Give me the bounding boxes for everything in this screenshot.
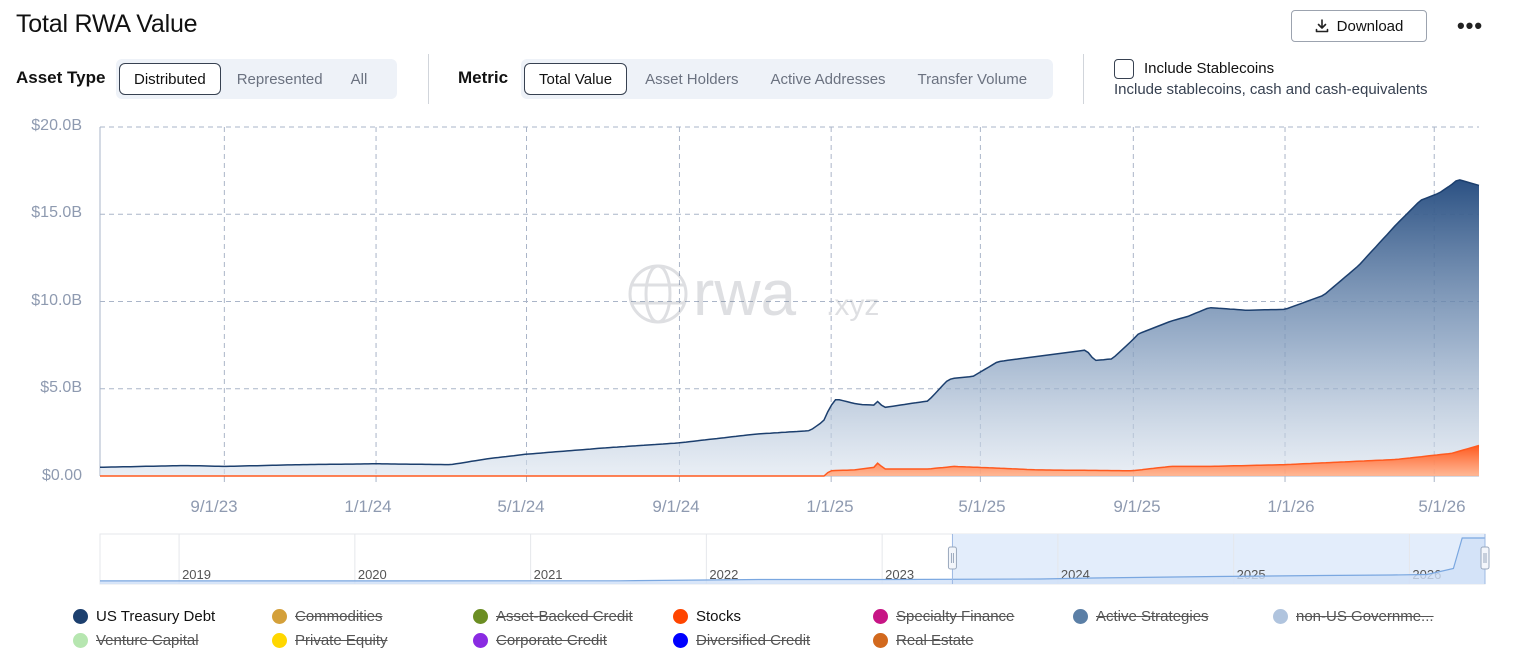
- navigator-year-label: 2022: [709, 567, 738, 582]
- x-tick-label: 5/1/25: [958, 497, 1006, 516]
- asset-type-option-all[interactable]: All: [350, 70, 368, 88]
- x-tick-label: 5/1/24: [497, 497, 545, 516]
- legend-item[interactable]: Active Strategies: [1073, 608, 1209, 625]
- legend-item[interactable]: US Treasury Debt: [73, 608, 215, 625]
- legend-label: Diversified Credit: [696, 632, 811, 649]
- rwa-watermark: rwa .xyz: [628, 257, 879, 329]
- metric-option-asset-holders[interactable]: Asset Holders: [645, 70, 739, 88]
- legend-item[interactable]: Corporate Credit: [473, 632, 607, 649]
- legend-item[interactable]: Real Estate: [873, 632, 974, 649]
- watermark-text: rwa: [693, 257, 797, 329]
- y-tick-label: $10.0B: [31, 292, 82, 309]
- metric-option-transfer-volume[interactable]: Transfer Volume: [917, 70, 1028, 88]
- legend-item[interactable]: Commodities: [272, 608, 383, 625]
- download-button[interactable]: Download: [1291, 10, 1427, 42]
- series-layer: [99, 179, 1480, 477]
- legend-swatch-icon: [473, 633, 488, 648]
- legend-label: Real Estate: [896, 632, 974, 649]
- legend-swatch-icon: [873, 633, 888, 648]
- legend-swatch-icon: [73, 609, 88, 624]
- legend-label: Active Strategies: [1096, 608, 1209, 625]
- navigator-sparkline: [99, 537, 1485, 582]
- filter-divider: [1083, 54, 1084, 104]
- legend-swatch-icon: [673, 633, 688, 648]
- legend-swatch-icon: [1073, 609, 1088, 624]
- legend-label: non-US Governme...: [1296, 608, 1434, 625]
- legend-item[interactable]: Venture Capital: [73, 632, 199, 649]
- x-tick-label: 9/1/24: [652, 497, 700, 516]
- y-tick-label: $20.0B: [31, 117, 82, 134]
- legend-swatch-icon: [473, 609, 488, 624]
- legend-label: Corporate Credit: [496, 632, 607, 649]
- page-title: Total RWA Value: [16, 10, 198, 38]
- y-tick-label: $15.0B: [31, 204, 82, 221]
- more-options-button[interactable]: •••: [1456, 13, 1484, 38]
- legend-swatch-icon: [272, 633, 287, 648]
- asset-type-label: Asset Type: [16, 68, 106, 87]
- metric-selector: Total Value Asset Holders Active Address…: [521, 59, 1053, 99]
- legend-item[interactable]: Specialty Finance: [873, 608, 1014, 625]
- legend-item[interactable]: Diversified Credit: [673, 632, 810, 649]
- navigator-year-label: 2021: [534, 567, 563, 582]
- navigator-handle-left[interactable]: [947, 546, 957, 570]
- include-stablecoins-label[interactable]: Include Stablecoins: [1144, 60, 1275, 77]
- time-range-navigator[interactable]: 2019 2020 2021 2022 2023 2024 2025 2026: [99, 533, 1490, 585]
- include-stablecoins-checkbox[interactable]: [1114, 59, 1134, 79]
- x-tick-label: 1/1/26: [1267, 497, 1315, 516]
- asset-type-selector: Distributed Represented All: [116, 59, 397, 99]
- series-area-stocks[interactable]: [100, 445, 1479, 477]
- legend-swatch-icon: [73, 633, 88, 648]
- download-icon: [1315, 19, 1328, 33]
- legend-label: Stocks: [696, 608, 742, 625]
- include-stablecoins-description: Include stablecoins, cash and cash-equiv…: [1114, 81, 1428, 98]
- legend-label: Specialty Finance: [896, 608, 1015, 625]
- y-tick-label: $5.0B: [40, 379, 82, 396]
- x-tick-label: 9/1/23: [190, 497, 238, 516]
- navigator-sparkline-area: [100, 538, 1485, 584]
- navigator-year-label: 2020: [358, 567, 387, 582]
- series-area-us-treasury-debt[interactable]: [100, 179, 1479, 476]
- x-tick-label: 1/1/24: [344, 497, 392, 516]
- watermark-suffix: .xyz: [826, 289, 879, 322]
- x-tick-label: 1/1/25: [806, 497, 854, 516]
- y-tick-label: $0.00: [41, 467, 82, 484]
- legend-item[interactable]: non-US Governme...: [1273, 608, 1434, 625]
- legend-swatch-icon: [873, 609, 888, 624]
- legend-swatch-icon: [673, 609, 688, 624]
- series-line-stocks[interactable]: [100, 444, 1480, 477]
- metric-option-active-addresses[interactable]: Active Addresses: [770, 70, 886, 88]
- legend-label: Private Equity: [295, 632, 388, 649]
- metric-label: Metric: [458, 68, 509, 87]
- rwa-value-chart[interactable]: rwa .xyz 2019 2020 2021 2022 2023 2024 2025 202…: [0, 0, 1513, 600]
- legend-item[interactable]: Asset-Backed Credit: [473, 608, 633, 625]
- x-tick-label: 5/1/26: [1418, 497, 1466, 516]
- navigator-handle-right[interactable]: [1480, 546, 1490, 570]
- legend-label: Venture Capital: [96, 632, 199, 649]
- legend-swatch-icon: [1273, 609, 1288, 624]
- navigator-year-label: 2019: [182, 567, 211, 582]
- x-tick-label: 9/1/25: [1113, 497, 1161, 516]
- legend-label: Asset-Backed Credit: [496, 608, 633, 625]
- asset-type-option-distributed[interactable]: Distributed: [119, 63, 221, 95]
- metric-option-total-value[interactable]: Total Value: [524, 63, 628, 95]
- series-line-us-treasury-debt[interactable]: [99, 179, 1480, 469]
- filter-divider: [428, 54, 429, 104]
- asset-type-option-represented[interactable]: Represented: [236, 70, 323, 88]
- legend-label: US Treasury Debt: [96, 608, 216, 625]
- download-label: Download: [1336, 17, 1404, 35]
- navigator-year-label: 2023: [885, 567, 914, 582]
- legend-item[interactable]: Private Equity: [272, 632, 388, 649]
- legend-swatch-icon: [272, 609, 287, 624]
- legend-item[interactable]: Stocks: [673, 608, 741, 625]
- legend-label: Commodities: [295, 608, 383, 625]
